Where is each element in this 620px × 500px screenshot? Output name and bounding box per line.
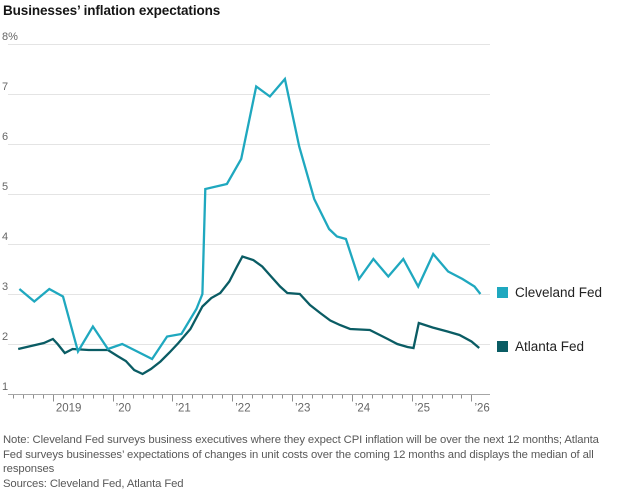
x-axis-ticks bbox=[13, 395, 472, 402]
svg-text:’20: ’20 bbox=[116, 403, 131, 415]
svg-text:’25: ’25 bbox=[415, 403, 430, 415]
cleveland-fed-line bbox=[18, 76, 482, 361]
svg-text:3: 3 bbox=[2, 281, 8, 293]
svg-text:’23: ’23 bbox=[295, 403, 310, 415]
legend-item-atlanta-fed: Atlanta Fed bbox=[497, 339, 584, 354]
legend-label-cleveland-fed: Cleveland Fed bbox=[515, 285, 603, 300]
note-text: Note: Cleveland Fed surveys business exe… bbox=[3, 434, 599, 476]
svg-text:6: 6 bbox=[2, 131, 8, 143]
legend-item-cleveland-fed: Cleveland Fed bbox=[497, 285, 602, 300]
svg-text:2: 2 bbox=[2, 331, 8, 343]
y-axis-labels: 1 2 3 4 5 6 7 8% bbox=[2, 31, 18, 393]
page-title: Businesses’ inflation expectations bbox=[3, 3, 221, 18]
line-chart: 1 2 3 4 5 6 7 8% 2019 ’20 ’21 ’22 ’23 ’24 ’25 ’26 bbox=[2, 31, 490, 415]
svg-text:2019: 2019 bbox=[56, 403, 82, 415]
cleveland-fed-swatch-icon bbox=[497, 287, 508, 298]
x-axis-labels: 2019 ’20 ’21 ’22 ’23 ’24 ’25 ’26 bbox=[56, 403, 490, 415]
svg-text:5: 5 bbox=[2, 181, 8, 193]
atlanta-fed-swatch-icon bbox=[497, 341, 508, 352]
sources-text: Sources: Cleveland Fed, Atlanta Fed bbox=[3, 478, 184, 490]
svg-text:1: 1 bbox=[2, 381, 8, 393]
svg-text:4: 4 bbox=[2, 231, 8, 243]
svg-text:’21: ’21 bbox=[175, 403, 190, 415]
atlanta-fed-line bbox=[17, 255, 480, 376]
svg-text:’22: ’22 bbox=[235, 403, 250, 415]
y-gridlines bbox=[8, 44, 490, 345]
legend-label-atlanta-fed: Atlanta Fed bbox=[515, 339, 585, 354]
svg-text:’24: ’24 bbox=[355, 403, 371, 415]
svg-text:8%: 8% bbox=[2, 31, 18, 43]
svg-text:7: 7 bbox=[2, 81, 8, 93]
svg-text:’26: ’26 bbox=[474, 403, 489, 415]
